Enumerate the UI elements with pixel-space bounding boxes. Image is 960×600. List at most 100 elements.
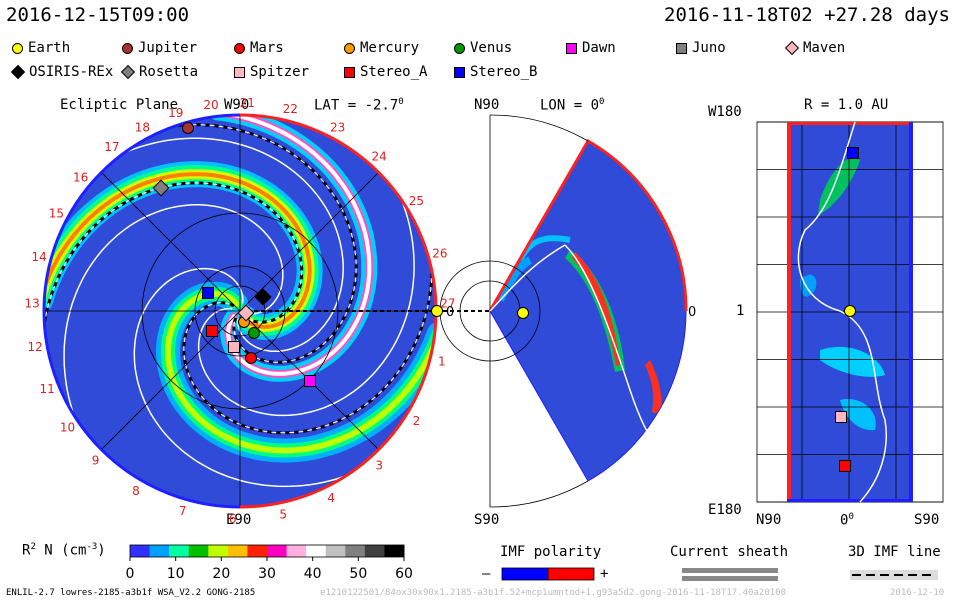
spitzer-marker — [835, 411, 847, 423]
map-top-left: W180 — [708, 104, 742, 120]
legend-label: Stereo_B — [470, 64, 538, 80]
density-band — [44, 172, 312, 329]
colorbar-segment — [169, 545, 190, 557]
colorbar-segment — [247, 545, 268, 557]
map-panel — [756, 121, 944, 503]
simulation-time: 2016-12-15T09:00 — [6, 4, 190, 26]
colorbar-segment — [188, 545, 209, 557]
legend-item-spitzer: Spitzer — [234, 64, 309, 80]
colorbar-segment — [364, 545, 385, 557]
square-marker-icon — [344, 66, 355, 78]
legend-item-osiris-rex: OSIRIS-REx — [10, 64, 114, 80]
rim-tick-label: 23 — [330, 120, 345, 134]
imf-negative-swatch — [501, 567, 549, 581]
rim-tick-label: 17 — [104, 140, 119, 154]
colorbar-tick-label: 60 — [395, 566, 413, 582]
legend-label: Mars — [250, 40, 284, 56]
circle-marker-icon — [344, 42, 355, 54]
colorbar-tick-label: 40 — [304, 566, 322, 582]
legend-label: Mercury — [360, 40, 420, 56]
rim-tick-label: 25 — [409, 194, 424, 208]
legend-label: Spitzer — [250, 64, 310, 80]
map-title: R = 1.0 AU — [804, 97, 889, 113]
legend-item-stereo-b: Stereo_B — [454, 64, 537, 80]
rim-tick-label: 8 — [132, 484, 140, 498]
footer-left: ENLIL-2.7 lowres-2185-a3b1f WSA_V2.2 GON… — [6, 588, 256, 598]
colorbar-label: R2 N (cm-3) — [22, 542, 106, 559]
map-x-left: N90 — [756, 512, 782, 528]
colorbar-segment — [345, 545, 366, 557]
legend-label: OSIRIS-REx — [29, 64, 114, 80]
ecliptic-lat-label: LAT = -2.70 — [314, 97, 404, 114]
ecliptic-top-label: W90 — [224, 97, 250, 113]
legend-label: Venus — [470, 40, 513, 56]
legend-label: Dawn — [582, 40, 616, 56]
current-sheet-line — [44, 181, 304, 340]
legend-item-dawn: Dawn — [566, 40, 616, 56]
square-marker-icon — [454, 66, 465, 78]
ecliptic-title: Ecliptic Plane — [60, 97, 179, 113]
rim-tick-label: 3 — [375, 459, 383, 473]
rim-tick-label: 24 — [372, 149, 387, 163]
legend-item-maven: Maven — [784, 40, 846, 56]
stereo-b-marker — [202, 287, 214, 299]
ecliptic-rim-negative — [42, 113, 241, 509]
footer-right: 2016-12-10 — [890, 588, 945, 598]
imf-line-title: 3D IMF line — [848, 544, 941, 560]
square-marker-icon — [566, 42, 577, 54]
stereo-a-marker — [206, 325, 218, 337]
map-bottom-left: E180 — [708, 502, 742, 518]
sheath-line-1 — [682, 568, 778, 573]
stereo-b-marker — [847, 147, 859, 159]
rim-tick-label: 9 — [92, 454, 100, 468]
colorbar-tick-label: 50 — [349, 566, 367, 582]
rim-tick-label: 12 — [28, 340, 43, 354]
rim-tick-label: 14 — [31, 250, 46, 264]
colorbar-tick-label: 30 — [258, 566, 276, 582]
rim-tick-label: 5 — [279, 507, 287, 521]
colorbar-tick-label: 10 — [167, 566, 185, 582]
imf-minus: – — [482, 566, 491, 582]
ecliptic-bottom-label: E90 — [226, 512, 252, 528]
legend-item-venus: Venus — [454, 40, 512, 56]
rim-tick-label: 27 — [440, 297, 455, 311]
legend-label: Juno — [692, 40, 726, 56]
legend-label: Maven — [803, 40, 846, 56]
meridional-zero-label: 0 — [688, 305, 696, 320]
rim-tick-label: 13 — [24, 297, 39, 311]
colorbar-segment — [227, 545, 248, 557]
colorbar-segment — [208, 545, 229, 557]
rim-tick-label: 19 — [168, 106, 183, 120]
colorbar-segment — [149, 545, 170, 557]
spitzer-marker — [228, 341, 240, 353]
legend-label: Jupiter — [138, 40, 198, 56]
reference-time: 2016-11-18T02 +27.28 days — [664, 4, 950, 26]
legend-item-juno: Juno — [676, 40, 726, 56]
rim-tick-label: 20 — [203, 98, 218, 112]
footer-mid: e1210122501/84ox30x90x1.2185-a3b1f.52+mc… — [320, 588, 786, 598]
rim-tick-label: 26 — [432, 247, 447, 261]
legend-label: Stereo_A — [360, 64, 428, 80]
legend-label: Rosetta — [139, 64, 199, 80]
jupiter-marker — [182, 122, 194, 134]
meridional-top-label: N90 — [474, 97, 500, 113]
earth-marker — [517, 307, 529, 319]
legend-item-earth: Earth — [12, 40, 70, 56]
legend-item-stereo-a: Stereo_A — [344, 64, 427, 80]
meridional-bottom-label: S90 — [474, 512, 500, 528]
earth-marker — [844, 305, 856, 317]
colorbar-segment — [384, 545, 405, 557]
ecliptic-zero-label: 0 — [446, 305, 454, 320]
colorbar-segment — [306, 545, 327, 557]
rim-tick-label: 4 — [327, 491, 335, 505]
map-mid-left: 1 — [736, 303, 745, 319]
legend-label: Earth — [28, 40, 71, 56]
imf-field-line — [108, 137, 344, 353]
circle-marker-icon — [12, 42, 23, 54]
legend-item-mars: Mars — [234, 40, 284, 56]
rim-tick-label: 11 — [40, 382, 55, 396]
current-sheath-title: Current sheath — [670, 544, 789, 560]
legend-item-rosetta: Rosetta — [120, 64, 199, 80]
rim-tick-label: 2 — [413, 414, 421, 428]
